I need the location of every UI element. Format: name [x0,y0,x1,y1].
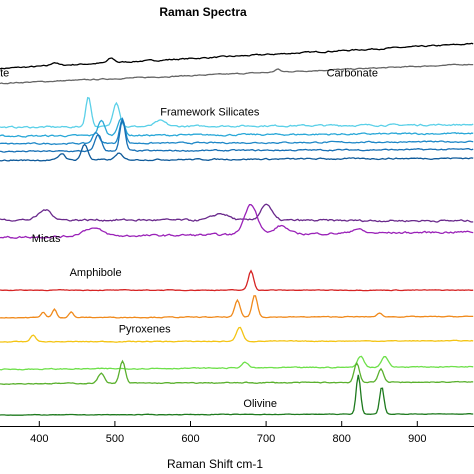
spectrum-line-2 [0,63,474,85]
x-tick-label-500: 500 [106,433,124,445]
series-layer [0,42,474,416]
annotation-olivine: Olivine [243,398,277,410]
annotation-framework-silicates: Framework Silicates [160,106,260,118]
annotation-micas: Micas [32,233,61,245]
x-tick-label-700: 700 [257,433,275,445]
spectrum-line-12 [0,326,474,343]
x-tick-label-400: 400 [30,433,48,445]
x-tick-label-900: 900 [408,433,426,445]
x-tick-label-800: 800 [333,433,351,445]
spectrum-line-7 [0,143,474,162]
spectrum-line-1 [0,42,474,70]
spectrum-line-9 [0,204,474,239]
spectrum-line-15 [0,374,474,416]
spectrum-line-10 [0,269,474,292]
annotation-carbonate: Carbonate [327,68,378,80]
spectrum-line-5 [0,117,474,146]
spectrum-line-4 [0,117,474,138]
annotation-ate: ate [0,68,9,80]
chart-title: Raman Spectra [159,5,247,19]
x-axis-label: Raman Shift cm-1 [167,457,263,471]
spectrum-line-13 [0,355,474,371]
x-tick-layer: 400 500 600 700 800 900 [30,421,426,445]
spectrum-line-11 [0,295,474,319]
spectrum-line-8 [0,203,474,223]
annotation-layer: ate Carbonate Framework Silicates Micas Amph… [0,68,378,410]
annotation-pyroxenes: Pyroxenes [119,324,171,336]
spectrum-line-6 [0,118,474,153]
x-tick-label-600: 600 [181,433,199,445]
spectrum-line-3 [0,96,474,129]
spectrum-line-14 [0,359,474,385]
annotation-amphibole: Amphibole [70,267,122,279]
